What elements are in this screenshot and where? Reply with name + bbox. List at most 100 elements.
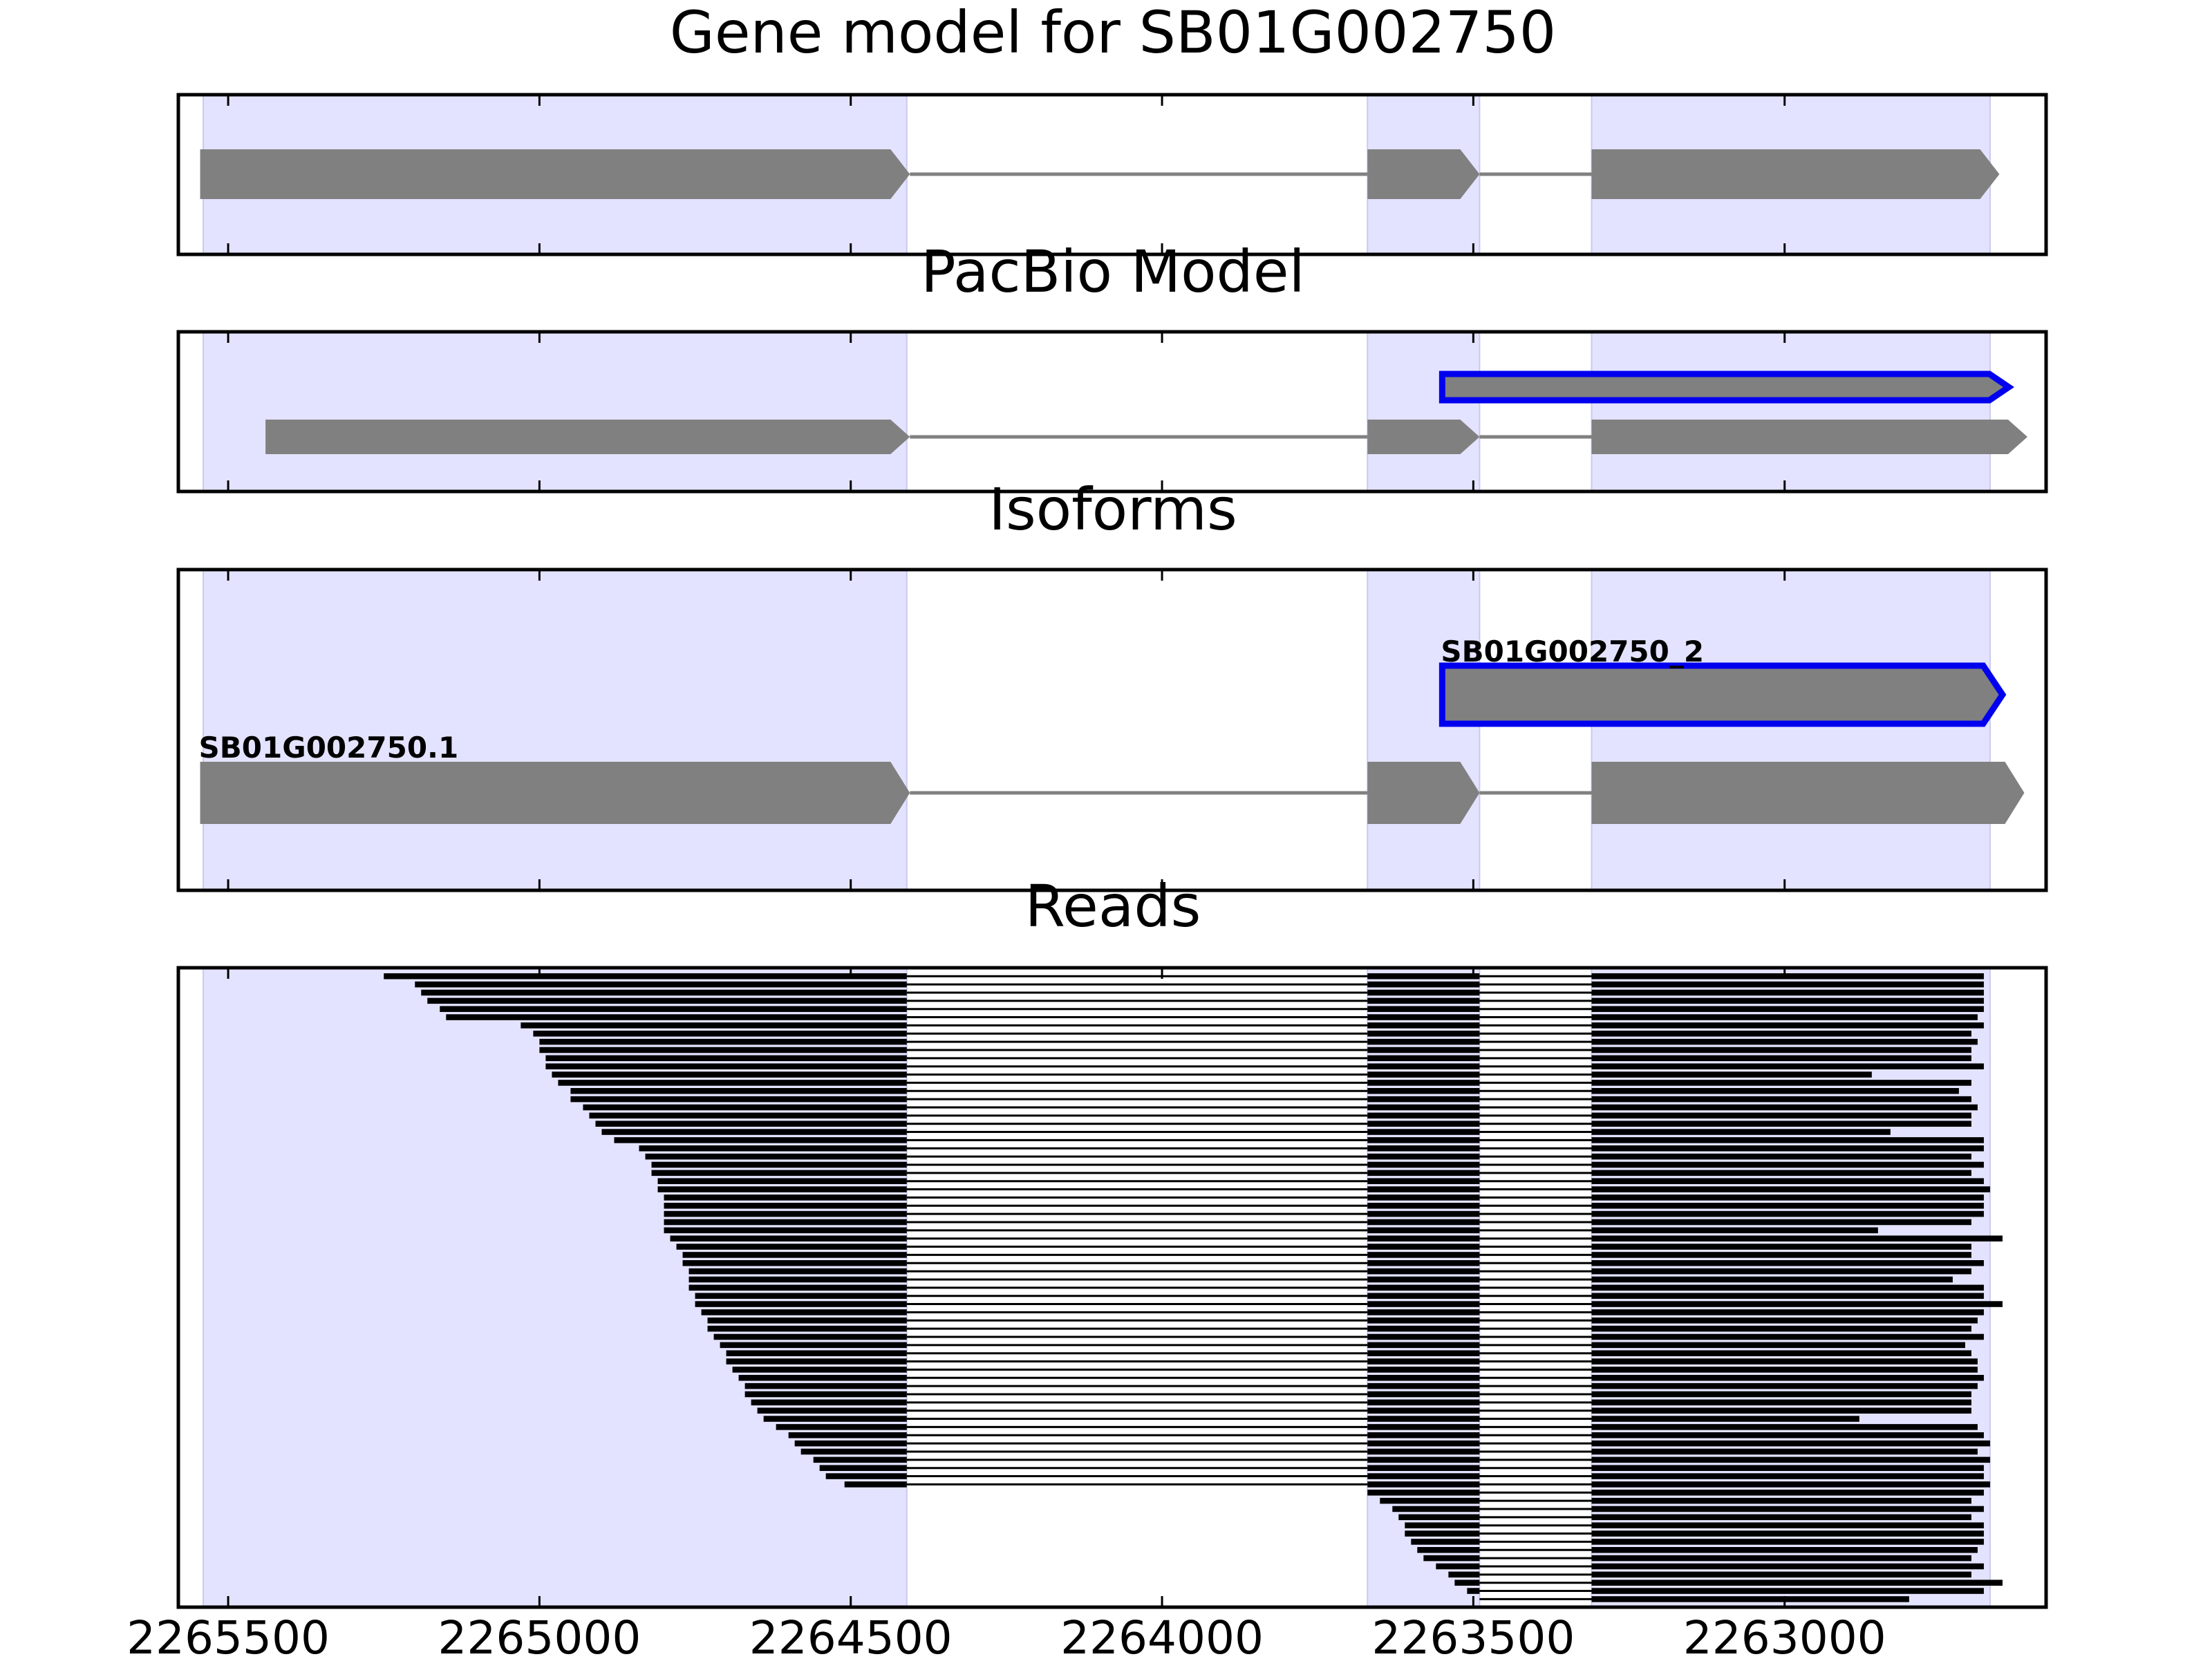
read-spliced-20-exon2 xyxy=(1367,1137,1480,1143)
read-spliced-2-exon1 xyxy=(421,989,907,996)
exon-selected-1-0-0 xyxy=(1438,371,2014,404)
read-spliced-27-exon1 xyxy=(664,1194,907,1201)
read-spliced-22-exon3 xyxy=(1591,1153,1971,1160)
read-spliced-42-exon3 xyxy=(1591,1318,1978,1324)
read-spliced-9-exon2 xyxy=(1367,1047,1480,1053)
read-short-7-exon2 xyxy=(1417,1547,1480,1553)
read-spliced-48-exon2 xyxy=(1367,1367,1480,1373)
exon-2-1-2 xyxy=(1591,762,2025,824)
read-spliced-27-exon2 xyxy=(1367,1194,1480,1201)
read-spliced-19-exon2 xyxy=(1367,1129,1480,1135)
isoform-label-0: SB01G002750_2 xyxy=(1441,635,1704,668)
read-short-6-exon2 xyxy=(1411,1539,1480,1545)
exon-selected-2-0-0 xyxy=(1438,662,2007,727)
read-spliced-32-exon1 xyxy=(670,1235,907,1241)
read-spliced-40-exon2 xyxy=(1367,1301,1480,1307)
highlight-region-2-0 xyxy=(203,569,908,891)
read-spliced-6-exon3 xyxy=(1591,1022,1984,1029)
read-spliced-58-exon1 xyxy=(800,1448,907,1455)
read-spliced-28-exon1 xyxy=(664,1203,907,1209)
read-spliced-37-exon1 xyxy=(688,1276,907,1283)
read-spliced-18-exon1 xyxy=(595,1121,907,1127)
read-spliced-33-exon3 xyxy=(1591,1244,1971,1250)
read-spliced-62-exon1 xyxy=(844,1481,907,1488)
read-spliced-29-exon3 xyxy=(1591,1210,1984,1217)
read-spliced-17-exon3 xyxy=(1591,1112,1971,1119)
read-spliced-36-exon2 xyxy=(1367,1268,1480,1275)
x-tick-label-4: 2263500 xyxy=(1371,1611,1575,1659)
read-spliced-29-exon1 xyxy=(664,1210,907,1217)
read-spliced-3-exon3 xyxy=(1591,997,1984,1004)
read-spliced-51-exon3 xyxy=(1591,1391,1971,1398)
read-spliced-46-exon3 xyxy=(1591,1350,1971,1356)
read-spliced-54-exon3 xyxy=(1591,1416,1859,1422)
read-spliced-38-exon2 xyxy=(1367,1284,1480,1291)
panel-frame-1 xyxy=(176,330,2048,494)
read-spliced-29-exon2 xyxy=(1367,1210,1480,1217)
read-spliced-26-exon2 xyxy=(1367,1186,1480,1192)
read-spliced-14-exon3 xyxy=(1591,1088,1959,1094)
read-spliced-57-exon1 xyxy=(794,1440,907,1447)
read-spliced-56-exon2 xyxy=(1367,1432,1480,1438)
read-spliced-39-exon1 xyxy=(695,1293,907,1299)
read-spliced-9-exon1 xyxy=(539,1047,907,1053)
panel-title-gene-model: Gene model for SB01G002750 xyxy=(670,0,1556,66)
read-spliced-47-exon1 xyxy=(726,1358,907,1365)
read-short-8-exon3 xyxy=(1591,1555,1971,1562)
read-short-2-exon2 xyxy=(1392,1506,1480,1512)
read-spliced-54-exon1 xyxy=(763,1416,907,1422)
read-spliced-5-exon3 xyxy=(1591,1014,1978,1020)
read-spliced-26-exon1 xyxy=(657,1186,907,1192)
read-short-13-exon3 xyxy=(1591,1596,1909,1602)
panel-title-isoforms: Isoforms xyxy=(988,476,1237,543)
read-spliced-52-exon3 xyxy=(1591,1399,1971,1406)
read-spliced-5-exon2 xyxy=(1367,1014,1480,1020)
read-spliced-61-exon1 xyxy=(825,1473,907,1479)
read-spliced-57-exon3 xyxy=(1591,1440,1990,1447)
read-spliced-39-exon3 xyxy=(1591,1293,1984,1299)
read-short-10-exon2 xyxy=(1448,1571,1480,1578)
read-short-7-exon3 xyxy=(1591,1547,1978,1553)
read-short-3-exon2 xyxy=(1398,1514,1480,1521)
read-spliced-8-exon1 xyxy=(539,1038,907,1045)
read-spliced-18-exon3 xyxy=(1591,1121,1971,1127)
read-spliced-31-exon3 xyxy=(1591,1227,1878,1234)
read-spliced-30-exon1 xyxy=(664,1219,907,1226)
read-spliced-44-exon3 xyxy=(1591,1333,1984,1340)
read-spliced-61-exon3 xyxy=(1591,1473,1984,1479)
read-spliced-11-exon1 xyxy=(545,1063,907,1069)
read-spliced-17-exon1 xyxy=(589,1112,907,1119)
read-short-2-exon3 xyxy=(1591,1506,1984,1512)
read-spliced-62-exon3 xyxy=(1591,1481,1990,1488)
read-spliced-6-exon2 xyxy=(1367,1022,1480,1029)
read-spliced-48-exon3 xyxy=(1591,1367,1978,1373)
read-spliced-41-exon1 xyxy=(701,1309,907,1315)
read-spliced-12-exon1 xyxy=(552,1071,907,1078)
read-spliced-41-exon3 xyxy=(1591,1309,1984,1315)
highlight-region-1-0 xyxy=(203,331,908,492)
read-spliced-45-exon1 xyxy=(720,1342,907,1349)
read-spliced-38-exon3 xyxy=(1591,1284,1984,1291)
read-spliced-55-exon3 xyxy=(1591,1424,1978,1430)
exon-1-1-2 xyxy=(1591,420,2027,454)
read-spliced-41-exon2 xyxy=(1367,1309,1480,1315)
read-spliced-58-exon3 xyxy=(1591,1448,1978,1455)
read-spliced-47-exon2 xyxy=(1367,1358,1480,1365)
panel-frame-0 xyxy=(176,93,2048,256)
read-spliced-17-exon2 xyxy=(1367,1112,1480,1119)
read-spliced-33-exon1 xyxy=(676,1244,907,1250)
read-spliced-43-exon2 xyxy=(1367,1325,1480,1332)
read-spliced-13-exon3 xyxy=(1591,1080,1971,1086)
read-spliced-53-exon2 xyxy=(1367,1407,1480,1414)
read-spliced-43-exon1 xyxy=(707,1325,907,1332)
read-short-10-exon3 xyxy=(1591,1571,1971,1578)
read-spliced-53-exon1 xyxy=(757,1407,907,1414)
read-spliced-10-exon1 xyxy=(545,1055,907,1062)
read-spliced-7-exon1 xyxy=(533,1031,907,1037)
highlight-region-1-1 xyxy=(1367,331,1481,492)
read-spliced-40-exon1 xyxy=(695,1301,907,1307)
read-spliced-23-exon3 xyxy=(1591,1161,1984,1168)
read-spliced-30-exon3 xyxy=(1591,1219,1971,1226)
read-spliced-2-exon3 xyxy=(1591,989,1984,996)
